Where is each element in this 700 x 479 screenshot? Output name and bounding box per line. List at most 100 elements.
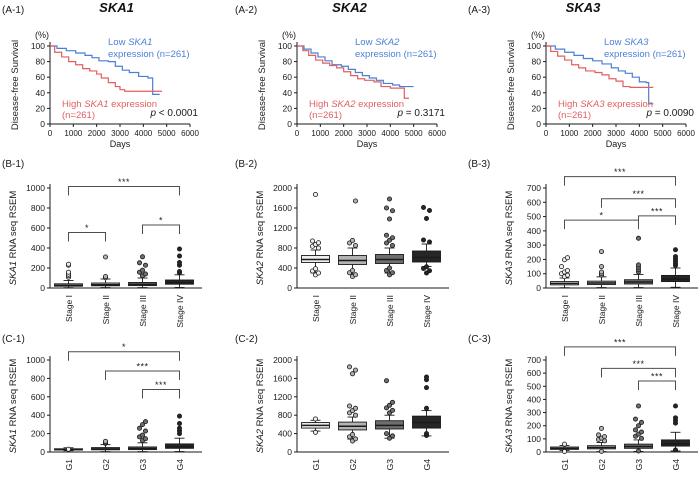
panel-c2: (C-2) 0 400 800 1200 1600 2000 SKA2 RNA seq RS…	[233, 330, 466, 479]
svg-text:G2: G2	[348, 459, 358, 471]
gene-title-ska2: SKA2	[332, 0, 367, 15]
svg-text:Stage III: Stage III	[138, 295, 148, 327]
svg-text:6000: 6000	[181, 129, 199, 138]
svg-text:Stage III: Stage III	[385, 295, 395, 327]
svg-text:2000: 2000	[88, 129, 106, 138]
svg-text:(n=261): (n=261)	[309, 110, 342, 121]
svg-text:***: ***	[651, 372, 663, 382]
boxplot-ska1-stage: 0 200 400 600 800 1000 SKA1 RNA seq RSEM Stage …	[8, 177, 202, 328]
svg-text:0: 0	[40, 447, 45, 457]
svg-text:700: 700	[527, 355, 541, 365]
svg-text:***: ***	[614, 167, 626, 177]
panel-c3: (C-3) 0 100 200 300 400 500 600 700 SKA3 RNA seq…	[466, 330, 700, 479]
svg-text:p = 0.0090: p = 0.0090	[645, 108, 694, 119]
svg-text:G3: G3	[138, 459, 148, 471]
svg-text:0: 0	[40, 119, 45, 129]
svg-text:20: 20	[36, 103, 46, 113]
svg-text:Stage IV: Stage IV	[422, 295, 432, 328]
boxplot-ska3-grade: 0 100 200 300 400 500 600 700 SKA3 RNA seq RSEM G…	[504, 337, 698, 471]
svg-text:2000: 2000	[273, 355, 292, 365]
svg-text:20: 20	[532, 103, 542, 113]
svg-text:Low SKA2: Low SKA2	[355, 37, 400, 48]
svg-text:800: 800	[31, 373, 45, 383]
svg-text:(%): (%)	[282, 30, 296, 40]
svg-text:G4: G4	[175, 459, 185, 471]
svg-text:40: 40	[36, 88, 46, 98]
svg-text:0: 0	[40, 283, 45, 293]
svg-text:400: 400	[527, 394, 541, 404]
svg-text:expression (n=261): expression (n=261)	[355, 49, 437, 60]
svg-text:p < 0.0001: p < 0.0001	[149, 108, 198, 119]
svg-text:60: 60	[36, 72, 46, 82]
svg-text:G4: G4	[671, 459, 681, 471]
panel-label-c2: (C-2)	[235, 334, 258, 345]
svg-text:SKA3 RNA seq RSEM: SKA3 RNA seq RSEM	[504, 191, 515, 286]
svg-text:Stage IV: Stage IV	[671, 295, 681, 328]
svg-text:(%): (%)	[35, 30, 49, 40]
svg-text:SKA1 RNA seq RSEM: SKA1 RNA seq RSEM	[8, 191, 19, 286]
svg-text:Stage II: Stage II	[101, 295, 111, 324]
svg-text:***: ***	[136, 362, 148, 372]
svg-text:300: 300	[527, 408, 541, 418]
svg-text:G2: G2	[101, 459, 111, 471]
panel-c1: (C-1) 0 200 400 600 800 1000 SKA1 RNA seq RSEM…	[0, 330, 233, 479]
svg-text:***: ***	[118, 177, 130, 187]
panel-label-c1: (C-1)	[2, 334, 25, 345]
svg-text:800: 800	[278, 410, 292, 420]
svg-text:expression (n=261): expression (n=261)	[108, 49, 190, 60]
svg-text:80: 80	[36, 57, 46, 67]
svg-text:G1: G1	[560, 459, 570, 471]
svg-text:0: 0	[287, 283, 292, 293]
svg-text:1000: 1000	[311, 129, 329, 138]
svg-text:400: 400	[527, 226, 541, 236]
svg-text:Stage I: Stage I	[311, 295, 321, 322]
svg-text:600: 600	[31, 392, 45, 402]
svg-text:High SKA3 expression: High SKA3 expression	[558, 99, 653, 110]
svg-text:Disease-free Survival: Disease-free Survival	[257, 40, 268, 130]
svg-text:20: 20	[283, 103, 293, 113]
svg-text:Stage II: Stage II	[348, 295, 358, 324]
svg-text:600: 600	[31, 223, 45, 233]
svg-text:0: 0	[544, 129, 549, 138]
svg-text:200: 200	[31, 263, 45, 273]
svg-text:1200: 1200	[273, 223, 292, 233]
panel-b2: (B-2) 0 400 800 1200 1600 2000 SKA2 RNA seq RS…	[233, 155, 466, 330]
svg-text:1000: 1000	[26, 183, 45, 193]
svg-text:SKA1 RNA seq RSEM: SKA1 RNA seq RSEM	[8, 359, 19, 454]
boxplot-ska1-grade: 0 200 400 600 800 1000 SKA1 RNA seq RSEM G1 G2 G3…	[8, 342, 202, 471]
svg-text:0: 0	[287, 447, 292, 457]
svg-text:G3: G3	[385, 459, 395, 471]
svg-text:1000: 1000	[560, 129, 578, 138]
svg-text:Disease-free Survival: Disease-free Survival	[10, 40, 21, 130]
svg-text:***: ***	[651, 206, 663, 216]
svg-text:500: 500	[527, 381, 541, 391]
svg-text:SKA2 RNA seq RSEM: SKA2 RNA seq RSEM	[255, 359, 266, 454]
svg-text:p = 0.3171: p = 0.3171	[396, 108, 445, 119]
svg-text:500: 500	[527, 212, 541, 222]
svg-text:G1: G1	[64, 459, 74, 471]
svg-text:5000: 5000	[654, 129, 672, 138]
svg-text:***: ***	[155, 380, 167, 390]
gene-title-ska3: SKA3	[565, 0, 601, 15]
panel-a2: (A-2) SKA2 0 20 40 60 80 100 0 1000 2000 3000 4000…	[233, 0, 466, 155]
svg-text:***: ***	[632, 359, 644, 369]
boxplot-ska2-grade: 0 400 800 1200 1600 2000 SKA2 RNA seq RSEM G1 G2…	[255, 355, 449, 471]
svg-text:(n=261): (n=261)	[62, 110, 95, 121]
svg-text:G4: G4	[422, 459, 432, 471]
svg-text:G2: G2	[597, 459, 607, 471]
svg-text:***: ***	[632, 189, 644, 199]
svg-text:3000: 3000	[111, 129, 129, 138]
svg-text:1000: 1000	[64, 129, 82, 138]
svg-text:Days: Days	[606, 139, 627, 149]
svg-text:3000: 3000	[607, 129, 625, 138]
svg-text:400: 400	[278, 263, 292, 273]
svg-text:100: 100	[527, 434, 541, 444]
svg-text:100: 100	[31, 41, 45, 51]
svg-text:60: 60	[283, 72, 293, 82]
svg-text:Low SKA3: Low SKA3	[604, 37, 649, 48]
svg-text:High SKA2 expression: High SKA2 expression	[309, 99, 404, 110]
svg-text:*: *	[85, 223, 89, 233]
